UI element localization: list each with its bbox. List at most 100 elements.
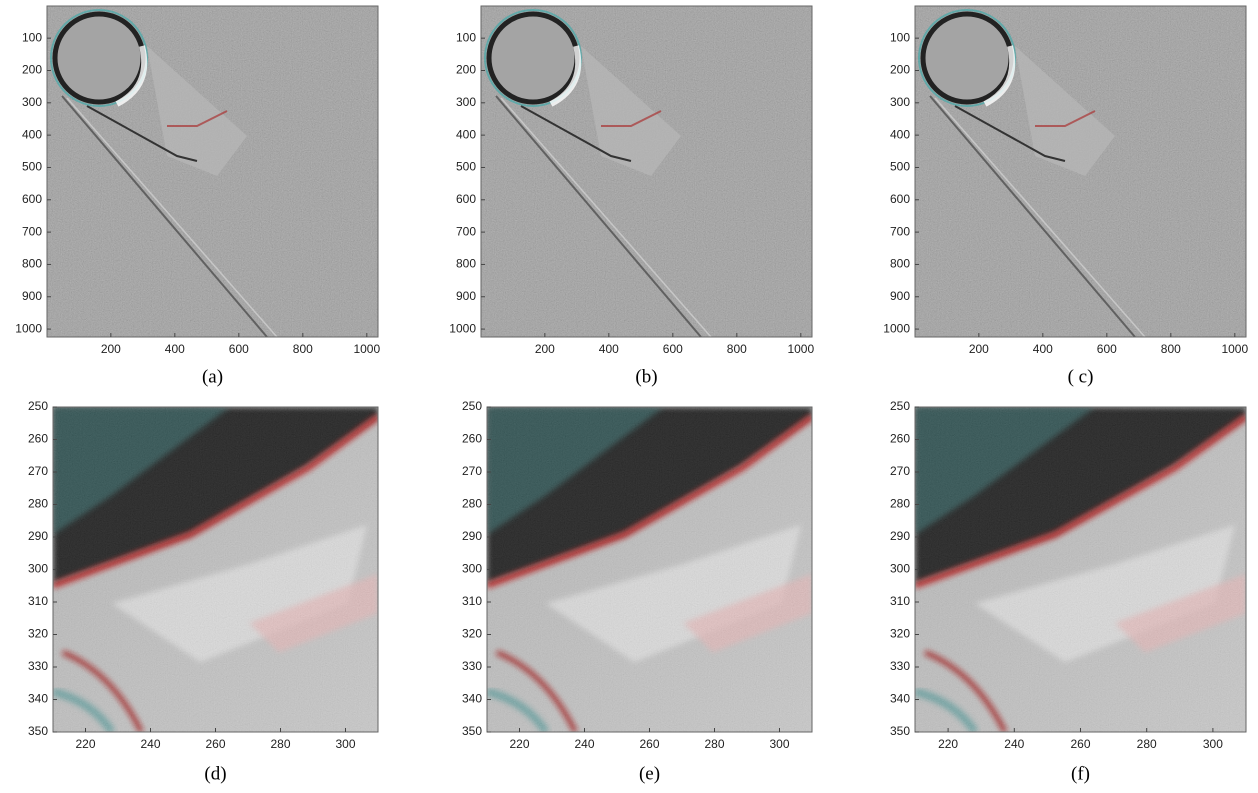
x-tick-label: 260 bbox=[205, 737, 225, 751]
x-tick-label: 260 bbox=[639, 737, 659, 751]
x-tick-label: 600 bbox=[229, 342, 249, 356]
y-tick-label: 350 bbox=[462, 724, 482, 738]
y-tick-label: 340 bbox=[462, 692, 482, 706]
y-tick-label: 1000 bbox=[449, 321, 476, 335]
image-b bbox=[481, 6, 812, 337]
x-tick-label: 400 bbox=[599, 342, 619, 356]
y-tick-label: 500 bbox=[22, 160, 42, 174]
y-tick-label: 350 bbox=[28, 724, 48, 738]
y-tick-label: 400 bbox=[456, 127, 476, 141]
x-tick-label: 1000 bbox=[353, 342, 380, 356]
x-tick-label: 800 bbox=[293, 342, 313, 356]
y-tick-label: 350 bbox=[890, 724, 910, 738]
y-tick-label: 300 bbox=[456, 95, 476, 109]
y-tick-label: 310 bbox=[890, 594, 910, 608]
x-tick-label: 400 bbox=[165, 342, 185, 356]
y-tick-label: 900 bbox=[22, 289, 42, 303]
x-tick-label: 240 bbox=[140, 737, 160, 751]
y-tick-label: 300 bbox=[462, 562, 482, 576]
y-tick-label: 270 bbox=[462, 464, 482, 478]
y-tick-label: 700 bbox=[22, 224, 42, 238]
image-e bbox=[487, 407, 812, 732]
y-tick-label: 280 bbox=[462, 497, 482, 511]
x-tick-label: 300 bbox=[769, 737, 789, 751]
image-f bbox=[915, 407, 1246, 732]
y-tick-label: 310 bbox=[28, 594, 48, 608]
y-tick-label: 320 bbox=[28, 627, 48, 641]
caption: ( c) bbox=[1068, 366, 1094, 387]
y-tick-label: 330 bbox=[462, 659, 482, 673]
y-tick-label: 330 bbox=[890, 659, 910, 673]
y-tick-label: 200 bbox=[456, 63, 476, 77]
caption: (b) bbox=[635, 366, 657, 387]
y-tick-label: 600 bbox=[22, 192, 42, 206]
x-tick-label: 220 bbox=[938, 737, 958, 751]
y-tick-label: 290 bbox=[462, 529, 482, 543]
x-tick-label: 280 bbox=[270, 737, 290, 751]
caption: (e) bbox=[639, 763, 660, 784]
x-tick-label: 220 bbox=[509, 737, 529, 751]
y-tick-label: 340 bbox=[890, 692, 910, 706]
y-tick-label: 250 bbox=[28, 399, 48, 413]
y-tick-label: 500 bbox=[890, 160, 910, 174]
y-tick-label: 300 bbox=[890, 95, 910, 109]
x-tick-label: 240 bbox=[1004, 737, 1024, 751]
x-tick-label: 220 bbox=[75, 737, 95, 751]
x-tick-label: 600 bbox=[663, 342, 683, 356]
y-tick-label: 320 bbox=[890, 627, 910, 641]
y-tick-label: 320 bbox=[462, 627, 482, 641]
y-tick-label: 100 bbox=[890, 30, 910, 44]
y-tick-label: 100 bbox=[22, 30, 42, 44]
y-tick-label: 500 bbox=[456, 160, 476, 174]
y-tick-label: 260 bbox=[28, 432, 48, 446]
x-tick-label: 1000 bbox=[787, 342, 814, 356]
image-a bbox=[47, 6, 378, 337]
y-tick-label: 1000 bbox=[883, 321, 910, 335]
y-tick-label: 200 bbox=[22, 63, 42, 77]
x-tick-label: 600 bbox=[1097, 342, 1117, 356]
y-tick-label: 300 bbox=[890, 562, 910, 576]
y-tick-label: 310 bbox=[462, 594, 482, 608]
y-tick-label: 200 bbox=[890, 63, 910, 77]
page: 200 400 600 800 1000 100 200 300 400 500 600 700 800… bbox=[0, 0, 1258, 793]
x-tick-label: 240 bbox=[574, 737, 594, 751]
x-tick-label: 260 bbox=[1070, 737, 1090, 751]
y-tick-label: 900 bbox=[456, 289, 476, 303]
y-tick-label: 330 bbox=[28, 659, 48, 673]
y-tick-label: 800 bbox=[456, 257, 476, 271]
x-tick-label: 280 bbox=[704, 737, 724, 751]
y-tick-label: 260 bbox=[462, 432, 482, 446]
y-tick-label: 400 bbox=[890, 127, 910, 141]
y-tick-label: 600 bbox=[890, 192, 910, 206]
y-tick-label: 250 bbox=[890, 399, 910, 413]
y-tick-label: 260 bbox=[890, 432, 910, 446]
y-tick-label: 600 bbox=[456, 192, 476, 206]
image-c bbox=[915, 6, 1246, 337]
y-tick-label: 700 bbox=[456, 224, 476, 238]
y-tick-label: 280 bbox=[28, 497, 48, 511]
y-tick-label: 100 bbox=[456, 30, 476, 44]
x-tick-label: 200 bbox=[535, 342, 555, 356]
y-tick-label: 1000 bbox=[15, 321, 42, 335]
x-tick-label: 1000 bbox=[1221, 342, 1248, 356]
y-tick-label: 800 bbox=[22, 257, 42, 271]
y-tick-label: 290 bbox=[890, 529, 910, 543]
y-tick-label: 400 bbox=[22, 127, 42, 141]
y-tick-label: 270 bbox=[890, 464, 910, 478]
y-tick-label: 900 bbox=[890, 289, 910, 303]
figure: 200 400 600 800 1000 100 200 300 400 500 600 700 800… bbox=[0, 0, 1258, 793]
x-tick-label: 200 bbox=[969, 342, 989, 356]
y-tick-label: 290 bbox=[28, 529, 48, 543]
y-tick-label: 340 bbox=[28, 692, 48, 706]
y-tick-label: 280 bbox=[890, 497, 910, 511]
y-tick-label: 700 bbox=[890, 224, 910, 238]
x-tick-label: 800 bbox=[1161, 342, 1181, 356]
caption: (a) bbox=[202, 366, 223, 387]
x-tick-label: 200 bbox=[101, 342, 121, 356]
y-tick-label: 270 bbox=[28, 464, 48, 478]
y-tick-label: 300 bbox=[22, 95, 42, 109]
image-d bbox=[53, 407, 378, 732]
caption: (d) bbox=[204, 763, 226, 784]
y-tick-label: 800 bbox=[890, 257, 910, 271]
caption: (f) bbox=[1071, 763, 1090, 784]
